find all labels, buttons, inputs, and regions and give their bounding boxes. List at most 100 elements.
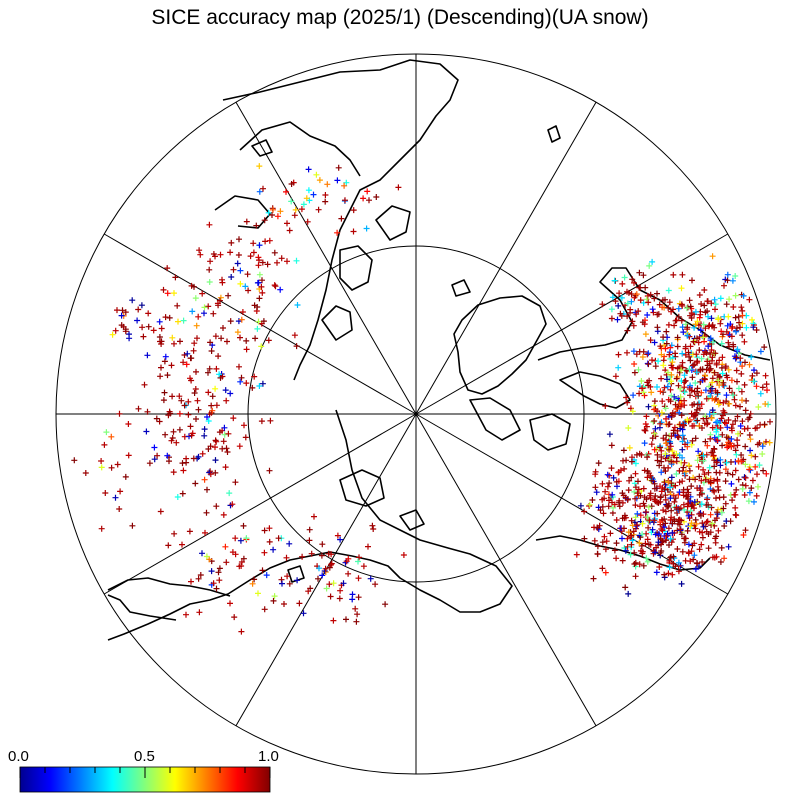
accuracy-marker: [210, 310, 217, 317]
accuracy-marker: [319, 541, 326, 548]
accuracy-marker: [135, 405, 142, 412]
accuracy-marker: [184, 350, 191, 357]
accuracy-marker: [686, 366, 693, 373]
accuracy-marker: [237, 378, 244, 385]
accuracy-marker: [678, 400, 685, 407]
accuracy-marker: [688, 520, 695, 527]
accuracy-marker: [733, 325, 740, 332]
accuracy-marker: [230, 266, 237, 273]
accuracy-marker: [619, 280, 626, 287]
accuracy-marker: [638, 378, 645, 384]
accuracy-marker: [249, 384, 256, 391]
accuracy-marker: [267, 417, 274, 424]
accuracy-marker: [762, 401, 769, 407]
accuracy-marker: [277, 208, 284, 215]
accuracy-marker: [689, 542, 696, 549]
accuracy-marker: [748, 354, 755, 361]
accuracy-marker: [723, 441, 730, 448]
accuracy-marker: [150, 327, 157, 334]
accuracy-marker: [259, 567, 266, 574]
accuracy-marker: [602, 488, 609, 495]
accuracy-marker: [669, 409, 676, 416]
accuracy-marker: [190, 455, 197, 462]
accuracy-marker: [662, 492, 669, 499]
accuracy-marker: [699, 425, 705, 431]
accuracy-marker: [318, 552, 325, 559]
accuracy-marker: [753, 383, 760, 390]
accuracy-marker: [204, 414, 210, 420]
accuracy-marker: [713, 495, 719, 502]
accuracy-marker: [187, 375, 193, 382]
accuracy-marker: [650, 418, 657, 425]
accuracy-marker: [196, 609, 203, 616]
accuracy-marker: [670, 553, 677, 560]
accuracy-marker: [648, 441, 655, 448]
accuracy-marker: [725, 313, 732, 320]
accuracy-marker: [284, 220, 290, 227]
accuracy-marker: [187, 423, 194, 430]
accuracy-marker: [715, 316, 722, 323]
accuracy-marker: [665, 321, 672, 328]
accuracy-marker: [330, 617, 337, 624]
accuracy-marker: [355, 594, 362, 601]
accuracy-marker: [628, 517, 635, 524]
accuracy-marker: [628, 474, 635, 481]
accuracy-marker: [714, 418, 721, 425]
accuracy-marker: [691, 499, 698, 505]
accuracy-marker: [745, 498, 752, 505]
accuracy-marker: [266, 525, 273, 532]
accuracy-marker: [713, 360, 720, 367]
accuracy-marker: [696, 528, 703, 535]
accuracy-marker: [164, 372, 171, 379]
accuracy-marker: [756, 462, 763, 469]
accuracy-markers: [71, 163, 773, 635]
accuracy-marker: [699, 490, 705, 497]
accuracy-marker: [223, 559, 230, 566]
accuracy-marker: [241, 422, 247, 429]
accuracy-marker: [680, 501, 687, 508]
accuracy-marker: [192, 480, 199, 487]
accuracy-marker: [737, 324, 743, 331]
accuracy-marker: [653, 544, 660, 551]
accuracy-marker: [192, 295, 199, 302]
accuracy-marker: [615, 351, 622, 358]
accuracy-marker: [189, 430, 196, 437]
accuracy-marker: [678, 367, 685, 374]
accuracy-marker: [724, 444, 731, 451]
accuracy-marker: [694, 358, 701, 365]
accuracy-marker: [739, 363, 746, 370]
accuracy-marker: [757, 390, 764, 397]
accuracy-marker: [645, 361, 652, 368]
accuracy-marker: [98, 464, 105, 471]
accuracy-marker: [207, 339, 214, 346]
accuracy-marker: [213, 365, 220, 372]
accuracy-marker: [662, 345, 669, 352]
accuracy-marker: [141, 381, 148, 388]
accuracy-marker: [716, 382, 723, 389]
accuracy-marker: [659, 527, 666, 534]
accuracy-marker: [209, 407, 216, 414]
accuracy-marker: [195, 313, 202, 320]
accuracy-marker: [316, 177, 323, 184]
accuracy-marker: [654, 451, 661, 458]
accuracy-marker: [217, 251, 224, 258]
accuracy-marker: [234, 260, 241, 267]
accuracy-marker: [679, 426, 686, 433]
accuracy-marker: [256, 257, 262, 264]
accuracy-marker: [577, 502, 584, 509]
accuracy-marker: [294, 302, 301, 308]
accuracy-marker: [180, 317, 187, 324]
accuracy-marker: [595, 460, 602, 467]
accuracy-marker: [711, 446, 718, 453]
accuracy-marker: [235, 252, 242, 258]
accuracy-marker: [668, 433, 675, 440]
accuracy-marker: [707, 529, 714, 536]
accuracy-marker: [718, 544, 725, 551]
accuracy-marker: [733, 367, 740, 374]
accuracy-marker: [750, 378, 757, 385]
accuracy-marker: [720, 505, 727, 512]
accuracy-marker: [326, 581, 333, 588]
accuracy-marker: [714, 389, 721, 396]
accuracy-marker: [208, 348, 215, 354]
accuracy-marker: [114, 461, 121, 468]
